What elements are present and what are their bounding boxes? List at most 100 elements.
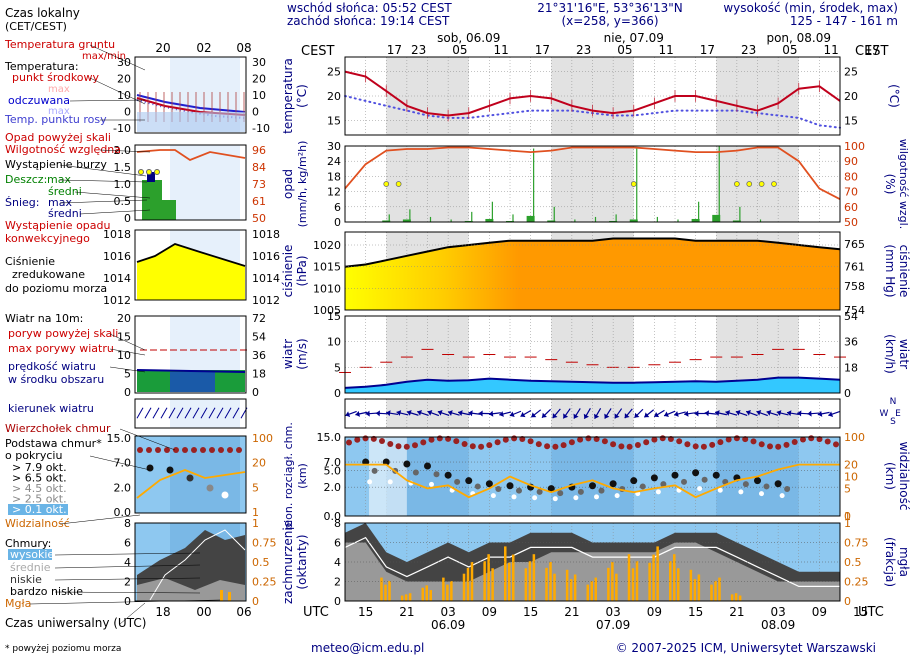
- wind-axis-title: wiatr: [281, 339, 295, 369]
- hour-label-bottom: 03: [440, 605, 455, 619]
- precip-mean-bar: [382, 220, 391, 222]
- wind-arrow: [704, 410, 717, 417]
- wind-arrow-head: [674, 411, 679, 417]
- temperature-line: [344, 70, 841, 117]
- legend-leader-line: [54, 591, 201, 594]
- wind-arrow-head: [583, 413, 589, 419]
- legend-wind-arrow: [208, 407, 216, 419]
- legend-arrow-shaft: [224, 407, 232, 419]
- cloud-tick: 0.0: [324, 510, 342, 523]
- legend-cloud-base-2: o pokryciu: [5, 449, 62, 462]
- wind-arrow-head: [766, 410, 772, 416]
- legend-tick: 30: [117, 56, 131, 69]
- cloud-top-marker: [428, 436, 435, 443]
- legend-cloud-top: [137, 447, 143, 453]
- visibility-tick: 20: [844, 459, 858, 472]
- night-band: [170, 145, 240, 220]
- hour-label-top: 17: [387, 43, 402, 57]
- legend-cloud-top: [173, 447, 179, 453]
- cloud-top-marker: [676, 438, 683, 445]
- legend-rain-mid: średni: [48, 185, 82, 198]
- cloud-base-marker: [784, 486, 791, 493]
- legend-tick: 1014: [103, 272, 131, 285]
- hour-label-bottom: 03: [605, 605, 620, 619]
- wind-arrow-head: [478, 410, 483, 417]
- cloud-tick: 15.0: [317, 431, 342, 444]
- precipitation-panel: 0 6 12 18 24 30 50 60 70 80 90 100 opad (mm/h, kg/m²h…: [281, 139, 910, 229]
- wind-arrow: [715, 410, 727, 417]
- legend-arrow-shaft: [232, 407, 240, 419]
- legend-wind: 0 5 10 15 20 0 18 36 54 72: [117, 312, 266, 399]
- precip-mean-bar: [629, 219, 638, 222]
- legend-storm-marker: [146, 169, 152, 175]
- cloud-top-marker: [643, 439, 650, 446]
- legend-wind-arrow: [232, 407, 240, 419]
- storm-marker: [734, 181, 740, 187]
- legend-vis-line: [136, 469, 246, 499]
- wind-arrow-head: [828, 411, 834, 417]
- copyright-text: © 2007-2025 ICM, Uniwersytet Warszawski: [616, 641, 876, 655]
- legend-snow: Śnieg:: [5, 196, 39, 209]
- visibility-unit: (km): [883, 462, 897, 490]
- cloud-base-marker: [712, 471, 720, 479]
- legend-tick: 7.0: [114, 457, 132, 470]
- hour-label-bottom: 09: [482, 605, 497, 619]
- wind-arrow-head: [406, 410, 412, 416]
- legend-tick: 1018: [252, 228, 280, 241]
- wind-arrow: [817, 410, 830, 417]
- fog-bar: [549, 562, 552, 601]
- utc-hour: 18: [155, 605, 170, 619]
- fog-bar: [487, 554, 490, 601]
- fog-tick: 0: [844, 595, 851, 608]
- legend-pressure: 1012 1014 1016 1018 1012 1014 1016 1018: [103, 228, 280, 307]
- storm-marker: [771, 181, 777, 187]
- legend-tick: 20: [252, 73, 266, 86]
- pressure-tick: 1005: [313, 304, 341, 317]
- cloud-top-marker: [659, 435, 666, 442]
- grid-text: (x=258, y=366): [561, 14, 658, 28]
- legend-rain: Deszcz:: [5, 173, 47, 186]
- legend-wind-arrow: [192, 407, 200, 419]
- legend-tick: 54: [252, 331, 266, 344]
- date-label-top: pon, 08.09: [766, 31, 831, 45]
- precip-axis-unit: (mm/h, kg/m²h): [296, 141, 309, 228]
- legend-leader-line: [89, 455, 151, 471]
- cloud-top-marker: [775, 443, 782, 450]
- fog-bar: [730, 594, 734, 601]
- cloud-base-marker: [490, 493, 496, 499]
- fog-tick: 1: [844, 517, 851, 530]
- wind-arrow: [375, 410, 388, 417]
- wind-arrow-head: [499, 411, 504, 417]
- legend-conv1: Wystąpienie opadu: [5, 219, 110, 232]
- cloud-base-marker: [681, 478, 687, 485]
- precip-mean-bar: [485, 218, 494, 222]
- legend-tick: 0.5: [252, 556, 270, 569]
- panel-border: [134, 522, 247, 602]
- hour-label-top: 05: [617, 43, 632, 57]
- cloud-top-marker: [585, 435, 592, 442]
- legend-cloud-top: [146, 447, 152, 453]
- cloud-base-marker: [465, 477, 473, 485]
- panel-border: [344, 315, 841, 394]
- legend-leader-line: [109, 366, 146, 373]
- fog-bar: [450, 581, 453, 601]
- wind-arrow-head: [704, 410, 710, 417]
- contact-email[interactable]: meteo@icm.edu.pl: [311, 641, 424, 655]
- pressure-tick: 1010: [313, 282, 341, 295]
- local-time-label: Czas lokalny: [5, 6, 80, 20]
- tick-label-right: 25: [844, 66, 858, 79]
- legend-tick: 84: [252, 161, 266, 174]
- legend-wind-dir: kierunek wiatru: [8, 402, 94, 415]
- legend-precip-above: Opad powyżej skali: [5, 131, 111, 144]
- legend-cover: 0 2 4 6 8 0 0.25 0.5 0.75 1: [124, 517, 277, 608]
- visibility-tick: 0: [844, 510, 851, 523]
- legend-leader-line: [109, 348, 146, 356]
- cloud-top-marker: [758, 441, 765, 448]
- panel-border: [134, 435, 247, 514]
- wind-arrow-head: [817, 410, 823, 417]
- hour-label-top: 23: [576, 43, 591, 57]
- legend-tick: 0: [124, 106, 131, 119]
- wind-arrow-head: [664, 411, 669, 418]
- fog-bar: [635, 561, 639, 601]
- cloud-top-marker: [601, 438, 608, 445]
